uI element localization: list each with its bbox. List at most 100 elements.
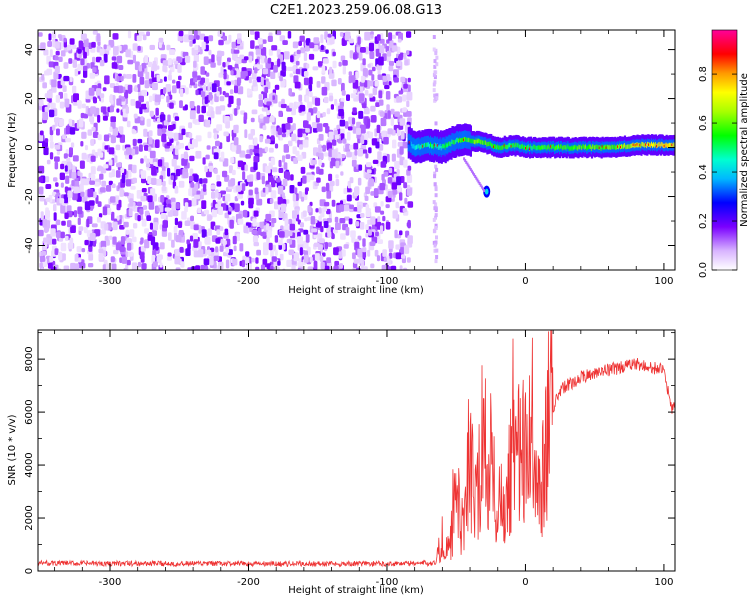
heatmap-cell (332, 139, 337, 146)
heatmap-cell (218, 206, 223, 215)
heatmap-cell (185, 87, 189, 95)
heatmap-cell (43, 147, 49, 156)
heatmap-cell (133, 113, 138, 119)
heatmap-cell (153, 161, 158, 166)
heatmap-cell (270, 190, 277, 199)
heatmap-cell (396, 169, 400, 175)
heatmap-cell (85, 90, 90, 100)
heatmap-cell (276, 177, 281, 183)
heatmap-cell (403, 159, 408, 168)
heatmap-cell (188, 30, 193, 36)
heatmap-cell (388, 32, 393, 41)
heatmap-cell (234, 203, 240, 213)
heatmap-cell (357, 177, 362, 186)
heatmap-cell (394, 229, 398, 239)
heatmap-cell (194, 45, 199, 51)
heatmap-cell (293, 187, 298, 194)
heatmap-cell (274, 249, 278, 256)
heatmap-cell (340, 133, 345, 141)
heatmap-cell (390, 108, 395, 115)
heatmap-cell (348, 218, 353, 225)
heatmap-cell (40, 211, 44, 220)
heatmap-cell (435, 55, 439, 60)
heatmap-cell (280, 203, 287, 213)
heatmap-cell (432, 217, 436, 222)
heatmap-cell (220, 151, 225, 160)
heatmap-cell (144, 228, 149, 234)
heatmap-cell (282, 243, 286, 250)
heatmap-cell (348, 71, 353, 76)
heatmap-cell (199, 33, 206, 40)
heatmap-cell (147, 61, 153, 68)
heatmap-cell (388, 65, 394, 72)
heatmap-cell (38, 229, 44, 237)
heatmap-cell (434, 259, 438, 264)
heatmap-cell (278, 159, 282, 168)
heatmap-cell (355, 71, 360, 79)
heatmap-cell (92, 30, 98, 35)
heatmap-cell (435, 167, 439, 172)
heatmap-cell (204, 265, 209, 270)
heatmap-cell (138, 95, 144, 103)
heatmap-cell (331, 199, 336, 207)
heatmap-cell (361, 264, 365, 270)
heatmap-cell (188, 35, 194, 40)
y-tick-label: 6000 (24, 399, 35, 424)
heatmap-cell (292, 41, 299, 49)
heatmap-cell (299, 222, 304, 228)
heatmap-cell (193, 224, 199, 231)
heatmap-cell (190, 182, 195, 188)
heatmap-cell (49, 49, 53, 58)
heatmap-cell (78, 226, 84, 231)
heatmap-cell (397, 38, 402, 43)
heatmap-cell (99, 48, 105, 56)
heatmap-cell (115, 170, 121, 178)
heatmap-cell (220, 190, 226, 195)
heatmap-cell (193, 54, 199, 63)
heatmap-cell (432, 82, 436, 87)
heatmap-cell (69, 127, 76, 135)
heatmap-cell (102, 206, 108, 216)
heatmap-cell (67, 44, 72, 51)
heatmap-cell (126, 259, 131, 266)
heatmap-cell (192, 71, 198, 78)
heatmap-cell (184, 202, 189, 209)
heatmap-cell (432, 200, 436, 205)
heatmap-cell (277, 196, 283, 205)
heatmap-cell (361, 135, 365, 145)
heatmap-cell (241, 183, 246, 192)
heatmap-cell (201, 229, 207, 238)
heatmap-cell (227, 65, 233, 70)
heatmap-cell (433, 70, 437, 75)
heatmap-cell (214, 168, 218, 174)
x-tick-label: 0 (522, 577, 528, 588)
heatmap-cell (246, 175, 251, 182)
heatmap-cell (271, 167, 278, 173)
heatmap-cell (187, 267, 193, 270)
heatmap-cell (97, 201, 102, 207)
heatmap-cell (406, 184, 411, 189)
heatmap-cell (472, 171, 474, 175)
heatmap-cell (280, 79, 286, 87)
heatmap-cell (320, 226, 324, 233)
colorbar-ticks: 0.0 0.2 0.4 0.6 0.8 (698, 66, 737, 278)
heatmap-cell (125, 74, 132, 79)
heatmap-cell (259, 135, 263, 143)
heatmap-cell (194, 183, 199, 191)
heatmap-cell (123, 221, 129, 228)
heatmap-cell (346, 151, 352, 158)
heatmap-cell (204, 236, 211, 245)
heatmap-cell (234, 63, 239, 69)
heatmap-cell (205, 249, 212, 255)
heatmap-cell (201, 105, 206, 114)
heatmap-cell (351, 117, 356, 125)
heatmap-cell (282, 178, 288, 187)
colorbar-tick-label: 0.0 (698, 262, 709, 278)
heatmap-cell (217, 261, 224, 270)
heatmap-cell (213, 148, 220, 153)
heatmap-cell (135, 100, 142, 109)
heatmap-cell (91, 126, 96, 132)
heatmap-cell (47, 237, 53, 245)
heatmap-cell (366, 169, 372, 174)
heatmap-cell (147, 235, 153, 241)
